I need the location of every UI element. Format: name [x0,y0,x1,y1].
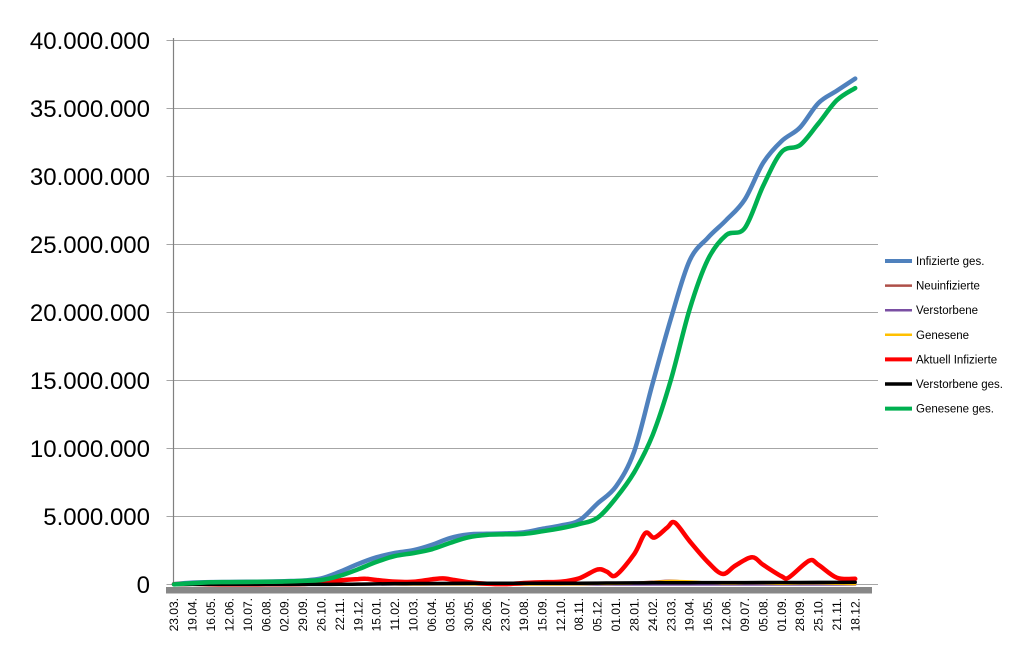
series-lines [171,76,858,587]
x-axis-tick-label: 03.05. [443,598,457,631]
y-axis-tick-label: 10.000.000 [30,436,150,463]
x-axis-tick-label: 25.10. [812,598,826,631]
x-axis-tick-label: 02.09. [278,598,292,631]
x-axis-labels: 23.03. 19.04. 16.05. 12.06. 10.07. 06.08. 02.0… [167,598,862,631]
x-axis-tick-label: 16.05. [701,598,715,631]
x-axis-tick-label: 01.01. [609,598,623,631]
x-axis-tick-label: 11.02. [388,598,402,630]
legend-label-verstorbene-ges: Verstorbene ges. [916,379,1003,391]
x-axis-tick-label: 05.08. [756,598,770,631]
x-axis-tick-label: 26.10. [315,598,329,631]
x-axis-band [166,587,872,594]
y-axis-tick-label: 30.000.000 [30,164,150,191]
y-axis-tick-label: 20.000.000 [30,300,150,327]
x-axis-tick-label: 01.09. [775,598,789,631]
x-axis-tick-label: 30.05. [462,598,476,631]
x-axis-tick-label: 23.07. [499,598,513,631]
legend-item-verstorbene-ges[interactable]: Verstorbene ges. [885,379,1003,391]
legend-item-neuinfizierte[interactable]: Neuinfizierte [885,281,980,293]
x-axis-tick-label: 19.08. [517,598,531,631]
x-axis-tick-label: 28.09. [793,598,807,631]
y-axis-labels: 0 5.000.000 10.000.000 15.000.000 20.000.000… [30,28,150,599]
legend: Infizierte ges. Neuinfizierte Verstorbene G… [885,256,1003,416]
x-axis-tick-label: 26.06. [480,598,494,631]
legend-item-aktuell-infizierte[interactable]: Aktuell Infizierte [885,354,997,366]
x-axis-tick-label: 06.04. [425,598,439,631]
x-axis-tick-label: 12.06. [222,598,236,631]
legend-item-infizierte-ges[interactable]: Infizierte ges. [885,256,984,268]
legend-label-aktuell-infizierte: Aktuell Infizierte [916,354,997,366]
x-axis-tick-label: 09.07. [738,598,752,631]
x-axis-tick-label: 10.07. [241,598,255,631]
x-axis-tick-label: 10.03. [407,598,421,631]
legend-item-verstorbene[interactable]: Verstorbene [885,305,978,317]
x-axis-tick-label: 05.12. [591,598,605,631]
legend-label-infizierte-ges: Infizierte ges. [916,256,984,268]
x-axis-tick-label: 19.04. [683,598,697,631]
y-axis-tick-label: 15.000.000 [30,368,150,395]
x-axis-tick-label: 29.09. [296,598,310,631]
x-axis-tick-label: 12.06. [720,598,734,631]
x-axis-tick-label: 08.11. [572,598,586,630]
x-axis-tick-label: 19.04. [186,598,200,631]
legend-label-genesene-ges: Genesene ges. [916,404,994,416]
x-axis-tick-label: 23.03. [664,598,678,631]
x-axis-tick-label: 15.01. [370,598,384,631]
series-line-genesene-ges [171,85,858,587]
x-axis-tick-label: 06.08. [259,598,273,631]
legend-label-neuinfizierte: Neuinfizierte [916,281,980,293]
x-axis-tick-label: 22.11. [333,598,347,630]
x-axis-tick-label: 19.12. [351,598,365,631]
x-axis-tick-label: 15.09. [535,598,549,631]
legend-label-genesene: Genesene [916,330,969,342]
legend-item-genesene[interactable]: Genesene [885,330,969,342]
series-line-infizierte-ges [171,76,858,587]
gridlines [166,40,878,585]
x-axis-tick-label: 28.01. [628,598,642,631]
legend-label-verstorbene: Verstorbene [916,305,978,317]
x-axis-tick-label: 12.10. [554,598,568,631]
y-axis-tick-label: 40.000.000 [30,28,150,55]
legend-item-genesene-ges[interactable]: Genesene ges. [885,404,994,416]
x-axis-tick-label: 16.05. [204,598,218,631]
x-axis-tick-label: 23.03. [167,598,181,631]
y-axis-tick-label: 0 [137,572,150,599]
x-axis-tick-label: 24.02. [646,598,660,631]
y-axis-tick-label: 5.000.000 [43,504,150,531]
y-axis-tick-label: 25.000.000 [30,232,150,259]
series-line-verstorbene-ges [172,580,857,587]
x-axis-tick-label: 21.11. [830,598,844,630]
x-axis-tick-label: 18.12. [848,598,862,631]
y-axis-tick-label: 35.000.000 [30,96,150,123]
